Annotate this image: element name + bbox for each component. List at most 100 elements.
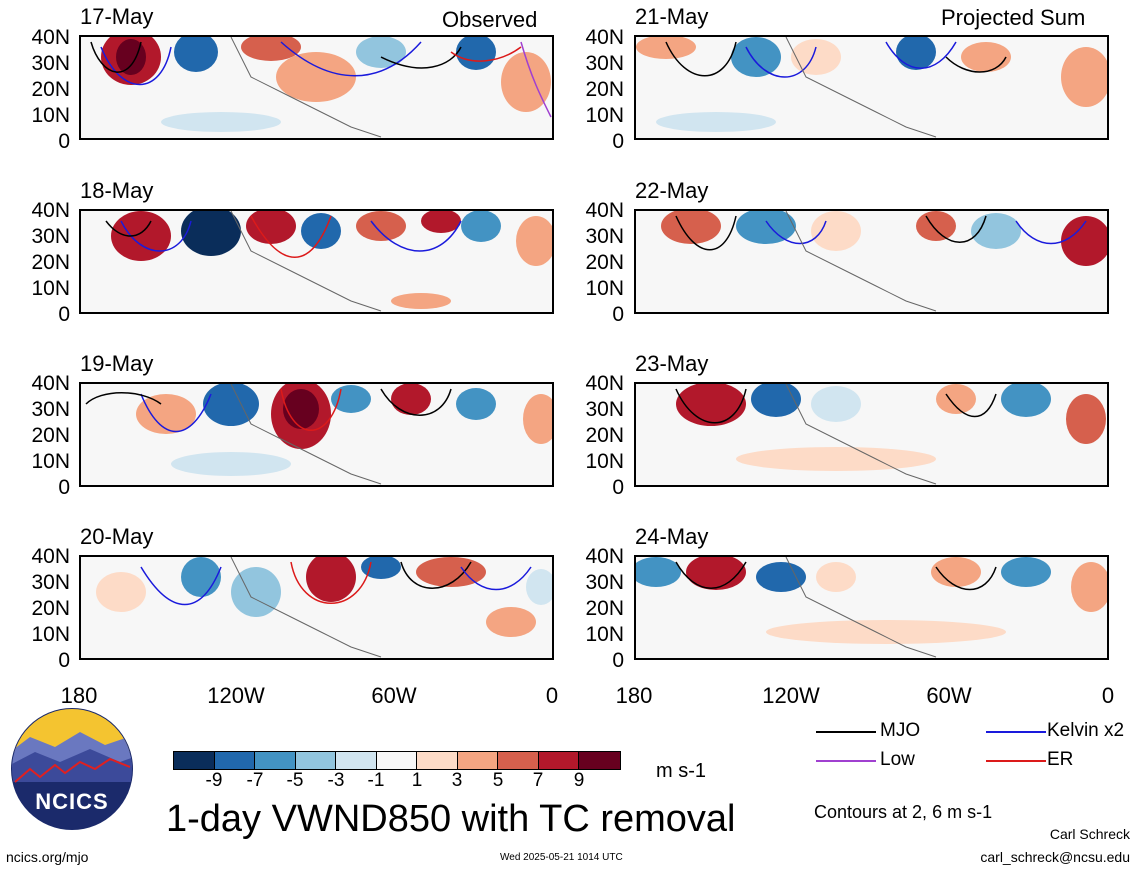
y-tick-label: 0 bbox=[58, 130, 70, 153]
y-tick-label: 30N bbox=[31, 398, 70, 421]
y-tick-label: 0 bbox=[58, 303, 70, 326]
wind-field bbox=[105, 211, 552, 312]
map-panel bbox=[79, 382, 554, 487]
x-tick-label: 180 bbox=[60, 683, 98, 708]
footer-timestamp: Wed 2025-05-21 1014 UTC bbox=[500, 852, 623, 863]
y-tick-label: 20N bbox=[585, 251, 624, 274]
y-tick-label: 10N bbox=[585, 623, 624, 646]
y-tick-label: 0 bbox=[612, 476, 624, 499]
y-tick-label: 20N bbox=[31, 424, 70, 447]
colorbar-label: -1 bbox=[367, 770, 385, 791]
colorbar-swatch bbox=[336, 752, 377, 769]
y-tick-label: 20N bbox=[585, 424, 624, 447]
colorbar-label: 9 bbox=[573, 770, 585, 791]
legend-label: Low bbox=[880, 749, 915, 770]
x-tick-label: 60W bbox=[926, 683, 972, 708]
low-legend-line bbox=[816, 760, 876, 762]
y-tick-label: 10N bbox=[31, 450, 70, 473]
map-panel bbox=[634, 209, 1109, 314]
y-tick-label: 30N bbox=[31, 225, 70, 248]
panel-date-label: 23-May bbox=[635, 351, 709, 376]
logo-text: NCICS bbox=[35, 789, 109, 814]
wind-field bbox=[661, 211, 1107, 312]
colorbar-swatch bbox=[417, 752, 458, 769]
legend-label: ER bbox=[1047, 749, 1074, 770]
colorbar-label: -5 bbox=[286, 770, 304, 791]
er-legend-line bbox=[986, 760, 1046, 762]
colorbar-label: -9 bbox=[205, 770, 223, 791]
colorbar-swatch bbox=[174, 752, 215, 769]
y-tick-label: 30N bbox=[585, 571, 624, 594]
x-tick-label: 60W bbox=[371, 683, 417, 708]
y-tick-label: 40N bbox=[31, 372, 70, 395]
wind-field bbox=[90, 37, 552, 138]
y-tick-label: 10N bbox=[31, 104, 70, 127]
x-tick-label: 120W bbox=[762, 683, 820, 708]
y-tick-label: 30N bbox=[585, 52, 624, 75]
panel-date-label: 21-May bbox=[635, 4, 709, 29]
map-panel bbox=[634, 35, 1109, 140]
y-tick-label: 10N bbox=[31, 277, 70, 300]
y-tick-label: 10N bbox=[585, 277, 624, 300]
wind-field bbox=[636, 557, 1107, 658]
x-tick-label: 120W bbox=[207, 683, 265, 708]
x-tick-label: 0 bbox=[545, 683, 559, 708]
y-tick-label: 40N bbox=[585, 26, 624, 49]
y-tick-label: 0 bbox=[58, 476, 70, 499]
wind-field bbox=[636, 37, 1107, 138]
footer-author: Carl Schreck bbox=[1049, 826, 1130, 842]
colorbar-label: 3 bbox=[451, 770, 463, 791]
projected-sum-label: Projected Sum bbox=[941, 5, 1086, 30]
colorbar-swatch bbox=[295, 752, 336, 769]
colorbar-swatch bbox=[376, 752, 417, 769]
colorbar-swatch bbox=[579, 752, 620, 769]
panel-date-label: 24-May bbox=[635, 524, 709, 549]
map-panel bbox=[79, 35, 554, 140]
ncics-logo: NCICS bbox=[10, 707, 134, 831]
y-tick-label: 40N bbox=[31, 199, 70, 222]
y-tick-label: 40N bbox=[31, 26, 70, 49]
y-tick-label: 0 bbox=[612, 303, 624, 326]
y-tick-label: 30N bbox=[31, 571, 70, 594]
y-tick-label: 20N bbox=[585, 597, 624, 620]
y-tick-label: 10N bbox=[585, 450, 624, 473]
colorbar bbox=[173, 751, 621, 770]
y-tick-label: 0 bbox=[612, 130, 624, 153]
colorbar-units: m s-1 bbox=[656, 760, 706, 782]
map-panel bbox=[79, 555, 554, 660]
colorbar-label: -7 bbox=[246, 770, 264, 791]
colorbar-swatch bbox=[214, 752, 255, 769]
kelvin-legend-line bbox=[986, 731, 1046, 733]
y-tick-label: 40N bbox=[585, 545, 624, 568]
wind-field bbox=[675, 384, 1106, 485]
y-tick-label: 0 bbox=[58, 649, 70, 672]
colorbar-label: 7 bbox=[532, 770, 544, 791]
y-tick-label: 10N bbox=[585, 104, 624, 127]
y-tick-label: 20N bbox=[31, 597, 70, 620]
map-panel bbox=[634, 382, 1109, 487]
x-tick-label: 180 bbox=[615, 683, 653, 708]
panel-date-label: 17-May bbox=[80, 4, 154, 29]
colorbar-swatch bbox=[255, 752, 296, 769]
panel-date-label: 19-May bbox=[80, 351, 154, 376]
colorbar-swatch bbox=[538, 752, 579, 769]
y-tick-label: 10N bbox=[31, 623, 70, 646]
y-tick-label: 30N bbox=[31, 52, 70, 75]
colorbar-label: 1 bbox=[411, 770, 423, 791]
colorbar-swatch bbox=[457, 752, 498, 769]
colorbar-swatch bbox=[498, 752, 539, 769]
panel-date-label: 20-May bbox=[80, 524, 154, 549]
y-tick-label: 0 bbox=[612, 649, 624, 672]
x-tick-label: 0 bbox=[1101, 683, 1115, 708]
y-tick-label: 40N bbox=[31, 545, 70, 568]
legend-label: MJO bbox=[880, 720, 921, 741]
contours-note: Contours at 2, 6 m s-1 bbox=[814, 802, 993, 822]
legend-label: Kelvin x2 bbox=[1047, 720, 1125, 741]
wind-field bbox=[85, 384, 552, 485]
panel-date-label: 22-May bbox=[635, 178, 709, 203]
y-tick-label: 20N bbox=[31, 78, 70, 101]
map-panel bbox=[79, 209, 554, 314]
observed-label: Observed bbox=[442, 7, 538, 32]
colorbar-label: 5 bbox=[492, 770, 504, 791]
panel-date-label: 18-May bbox=[80, 178, 154, 203]
